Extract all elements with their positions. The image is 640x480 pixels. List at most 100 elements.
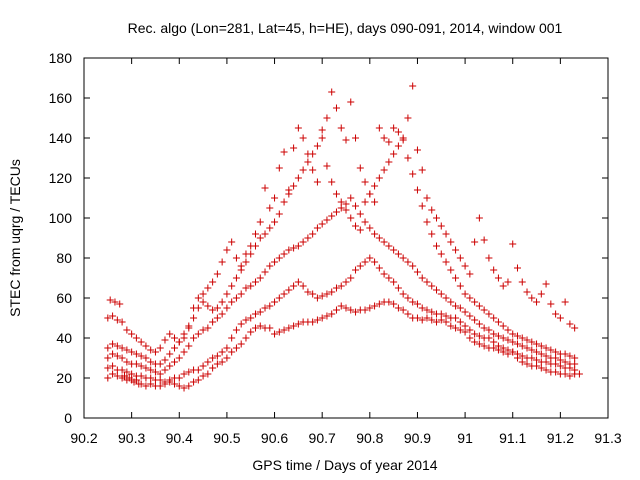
data-point bbox=[394, 128, 402, 136]
data-point bbox=[123, 368, 131, 376]
data-point bbox=[461, 308, 469, 316]
y-tick-label: 100 bbox=[49, 210, 73, 226]
data-point bbox=[533, 340, 541, 348]
x-tick-label: 90.4 bbox=[166, 430, 193, 446]
data-point bbox=[447, 266, 455, 274]
data-point bbox=[375, 234, 383, 242]
data-point bbox=[218, 310, 226, 318]
data-point bbox=[132, 360, 140, 368]
data-point bbox=[499, 334, 507, 342]
data-point bbox=[342, 206, 350, 214]
data-point bbox=[337, 282, 345, 290]
data-point bbox=[480, 306, 488, 314]
data-point bbox=[371, 230, 379, 238]
data-point bbox=[337, 198, 345, 206]
data-point bbox=[232, 254, 240, 262]
data-point bbox=[132, 334, 140, 342]
data-point bbox=[466, 312, 474, 320]
data-point bbox=[137, 372, 145, 380]
data-point bbox=[475, 214, 483, 222]
data-point bbox=[328, 288, 336, 296]
data-point bbox=[356, 164, 364, 172]
data-point bbox=[404, 294, 412, 302]
data-point bbox=[228, 348, 236, 356]
data-point bbox=[366, 224, 374, 232]
data-point bbox=[271, 218, 279, 226]
data-point bbox=[542, 358, 550, 366]
data-point bbox=[171, 334, 179, 342]
data-point bbox=[542, 352, 550, 360]
data-point bbox=[218, 348, 226, 356]
data-point bbox=[499, 322, 507, 330]
x-tick-label: 90.7 bbox=[309, 430, 336, 446]
x-axis-label: GPS time / Days of year 2014 bbox=[252, 457, 437, 473]
data-point bbox=[480, 236, 488, 244]
data-point bbox=[504, 346, 512, 354]
data-point bbox=[242, 258, 250, 266]
data-point bbox=[161, 366, 169, 374]
data-point bbox=[228, 334, 236, 342]
data-point bbox=[423, 314, 431, 322]
data-point bbox=[504, 326, 512, 334]
data-point bbox=[442, 258, 450, 266]
data-point bbox=[456, 254, 464, 262]
data-point bbox=[161, 378, 169, 386]
data-point bbox=[394, 284, 402, 292]
data-point bbox=[190, 378, 198, 386]
data-point bbox=[232, 326, 240, 334]
data-point bbox=[485, 310, 493, 318]
data-point bbox=[290, 182, 298, 190]
data-point bbox=[271, 298, 279, 306]
x-tick-label: 90.2 bbox=[70, 430, 97, 446]
data-point bbox=[571, 366, 579, 374]
data-point bbox=[380, 166, 388, 174]
data-point bbox=[494, 342, 502, 350]
data-point bbox=[475, 320, 483, 328]
x-tick-label: 90.3 bbox=[118, 430, 145, 446]
data-point bbox=[213, 352, 221, 360]
data-point bbox=[375, 124, 383, 132]
data-point bbox=[271, 330, 279, 338]
data-point bbox=[471, 298, 479, 306]
data-point bbox=[347, 306, 355, 314]
data-point bbox=[147, 358, 155, 366]
data-point bbox=[209, 318, 217, 326]
data-point bbox=[485, 254, 493, 262]
data-point bbox=[347, 274, 355, 282]
data-point bbox=[466, 334, 474, 342]
data-point bbox=[318, 292, 326, 300]
data-point bbox=[437, 316, 445, 324]
data-point bbox=[547, 300, 555, 308]
data-point bbox=[185, 342, 193, 350]
data-point bbox=[523, 288, 531, 296]
data-point bbox=[509, 330, 517, 338]
data-point bbox=[116, 300, 124, 308]
data-point bbox=[394, 250, 402, 258]
data-point bbox=[332, 190, 340, 198]
data-point bbox=[447, 238, 455, 246]
data-point bbox=[461, 322, 469, 330]
data-point bbox=[561, 358, 569, 366]
chart-title: Rec. algo (Lon=281, Lat=45, h=HE), days … bbox=[128, 20, 563, 36]
data-point bbox=[290, 144, 298, 152]
data-point bbox=[218, 258, 226, 266]
data-point bbox=[318, 126, 326, 134]
data-point bbox=[556, 314, 564, 322]
data-point bbox=[290, 282, 298, 290]
data-point bbox=[128, 330, 136, 338]
data-point bbox=[185, 382, 193, 390]
data-point bbox=[175, 374, 183, 382]
data-point bbox=[256, 274, 264, 282]
data-point bbox=[194, 330, 202, 338]
data-point bbox=[499, 282, 507, 290]
data-points bbox=[104, 82, 583, 392]
data-point bbox=[504, 278, 512, 286]
data-point bbox=[494, 318, 502, 326]
data-point bbox=[566, 372, 574, 380]
data-point bbox=[175, 354, 183, 362]
data-point bbox=[371, 198, 379, 206]
data-point bbox=[332, 284, 340, 292]
data-point bbox=[299, 166, 307, 174]
y-tick-label: 120 bbox=[49, 170, 73, 186]
